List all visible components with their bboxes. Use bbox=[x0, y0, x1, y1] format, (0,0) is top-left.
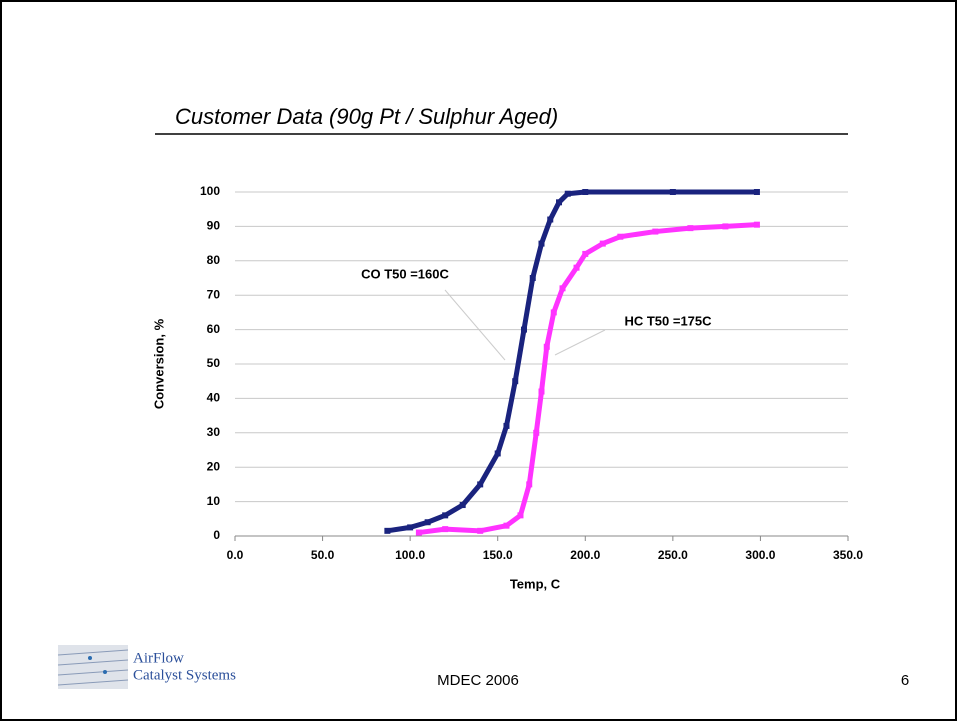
y-tick-label: 30 bbox=[207, 425, 221, 439]
point bbox=[556, 199, 563, 206]
point bbox=[573, 264, 580, 271]
x-tick-label: 50.0 bbox=[311, 548, 335, 562]
point bbox=[407, 524, 414, 531]
leader-line bbox=[554, 329, 606, 356]
x-tick-label: 200.0 bbox=[570, 548, 600, 562]
point bbox=[494, 450, 501, 457]
x-tick-label: 0.0 bbox=[227, 548, 244, 562]
point bbox=[559, 285, 566, 292]
logo-text: Catalyst Systems bbox=[133, 667, 236, 683]
point bbox=[442, 526, 449, 533]
logo-dot bbox=[103, 670, 107, 674]
x-axis-label: Temp, C bbox=[510, 576, 561, 591]
y-tick-label: 60 bbox=[207, 322, 221, 336]
point bbox=[520, 326, 527, 333]
page-number: 6 bbox=[901, 672, 909, 689]
point bbox=[459, 502, 466, 509]
point bbox=[582, 189, 589, 195]
y-tick-label: 40 bbox=[207, 391, 221, 405]
y-axis-label: Conversion, % bbox=[151, 318, 166, 409]
point bbox=[442, 512, 449, 519]
logo-dot bbox=[88, 656, 92, 660]
point bbox=[529, 275, 536, 281]
point bbox=[512, 378, 519, 385]
y-tick-label: 80 bbox=[207, 253, 221, 267]
point bbox=[517, 512, 524, 519]
point bbox=[564, 190, 571, 197]
point bbox=[526, 481, 533, 488]
point bbox=[415, 529, 422, 536]
y-tick-label: 50 bbox=[207, 356, 221, 370]
x-tick-label: 350.0 bbox=[833, 548, 863, 562]
point bbox=[550, 309, 557, 316]
point bbox=[599, 240, 606, 247]
footer: MDEC 2006 bbox=[437, 672, 519, 689]
logo bbox=[57, 645, 129, 689]
x-tick-label: 150.0 bbox=[483, 548, 513, 562]
chart-title: Customer Data (90g Pt / Sulphur Aged) bbox=[175, 104, 558, 129]
y-tick-label: 0 bbox=[213, 528, 220, 542]
point bbox=[753, 221, 760, 228]
x-tick-label: 300.0 bbox=[745, 548, 775, 562]
point bbox=[424, 519, 431, 526]
point bbox=[669, 189, 676, 195]
point bbox=[582, 250, 589, 257]
point bbox=[722, 223, 729, 230]
point bbox=[687, 225, 694, 232]
point bbox=[753, 189, 760, 195]
y-tick-label: 20 bbox=[207, 459, 221, 473]
x-tick-label: 100.0 bbox=[395, 548, 425, 562]
y-tick-label: 10 bbox=[207, 494, 221, 508]
point bbox=[384, 527, 391, 534]
point bbox=[503, 422, 510, 429]
y-tick-label: 90 bbox=[207, 219, 221, 233]
point bbox=[617, 233, 624, 240]
annotation: CO T50 =160C bbox=[361, 266, 449, 281]
point bbox=[477, 481, 484, 488]
x-tick-label: 250.0 bbox=[658, 548, 688, 562]
point bbox=[477, 527, 484, 534]
point bbox=[503, 522, 510, 529]
annotation: HC T50 =175C bbox=[624, 313, 712, 328]
point bbox=[652, 228, 659, 235]
point bbox=[543, 343, 550, 350]
logo-text: AirFlow bbox=[133, 650, 184, 666]
point bbox=[533, 429, 540, 436]
point bbox=[538, 240, 545, 247]
point bbox=[547, 216, 554, 223]
y-tick-label: 70 bbox=[207, 287, 221, 301]
point bbox=[538, 388, 545, 395]
y-tick-label: 100 bbox=[200, 184, 220, 198]
logo-lines bbox=[57, 649, 129, 686]
leader-line bbox=[444, 289, 506, 361]
